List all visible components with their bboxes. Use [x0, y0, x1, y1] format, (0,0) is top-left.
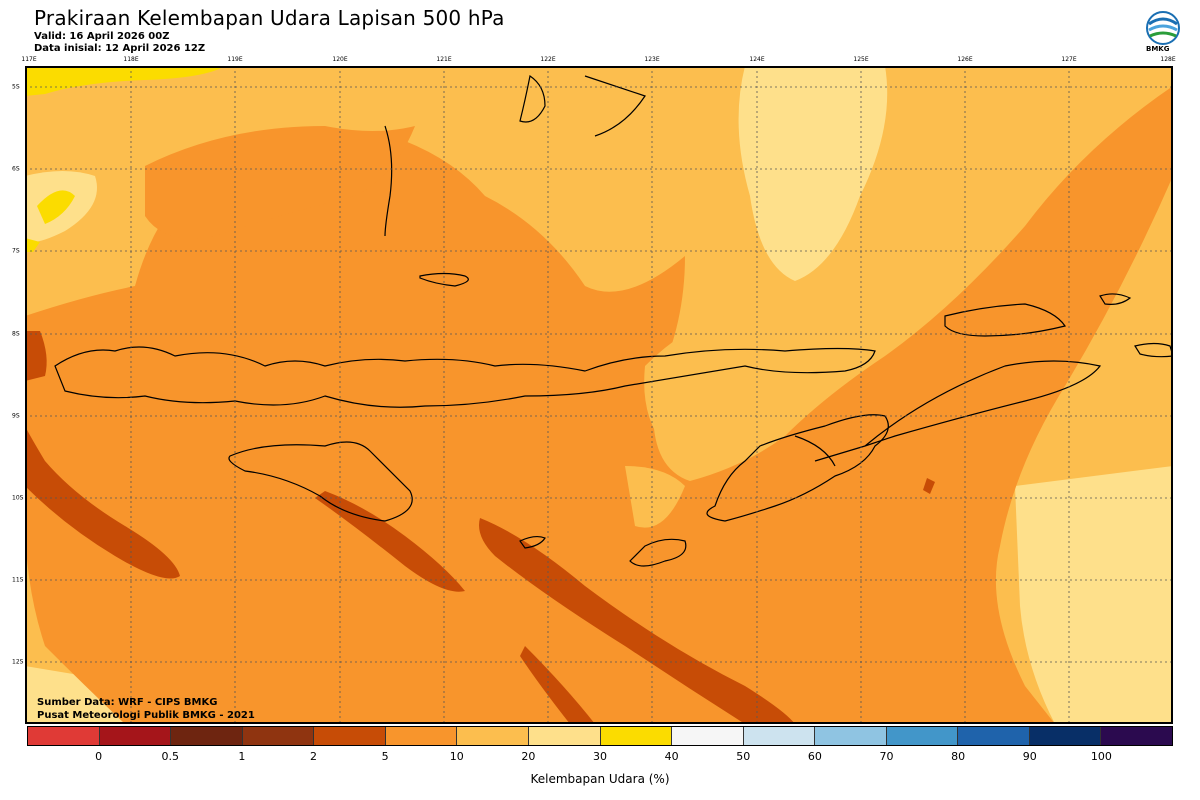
field-40-50-nw: [25, 66, 225, 96]
colorbar-tick-label: 100: [1090, 750, 1112, 763]
field-5-10-left-edge: [25, 331, 47, 381]
field-30-40-east: [738, 66, 888, 281]
colorbar-segment: [958, 727, 1030, 745]
map-frame: [25, 66, 1173, 724]
island-sumba: [228, 441, 413, 522]
colorbar-tick-label: 1: [238, 750, 246, 763]
colorbar-segment: [672, 727, 744, 745]
lon-label-127e: 127E: [1061, 56, 1077, 63]
colorbar-tick-label: 30: [593, 750, 607, 763]
lon-label-117e: 117E: [21, 56, 37, 63]
colorbar-segment: [528, 727, 601, 745]
lat-label-5s: 5S: [12, 83, 20, 91]
field-5-10-band-mid: [315, 491, 465, 592]
island-kisar-babar: [1099, 293, 1173, 358]
credit-source: Sumber Data: WRF - CIPS BMKG: [37, 697, 218, 708]
humidity-map[interactable]: [25, 66, 1173, 724]
lon-label-123e: 123E: [644, 56, 660, 63]
colorbar-tick-label: 50: [736, 750, 751, 763]
lat-label-7s: 7S: [12, 247, 20, 255]
colorbar-segment: [99, 727, 172, 745]
colorbar-segment: [600, 727, 673, 745]
lat-label-11s: 11S: [12, 576, 24, 584]
lat-label-8s: 8S: [12, 330, 20, 338]
colorbar-segment: [886, 727, 959, 745]
field-5-10-band-small: [520, 646, 595, 724]
colorbar-tick-label: 60: [807, 750, 822, 763]
colorbar-segment: [314, 727, 386, 745]
colorbar: [27, 726, 1173, 746]
island-timor: [706, 414, 889, 522]
island-sulawesi-south: [384, 125, 393, 237]
colorbar-segment: [1029, 727, 1102, 745]
credit-org: Pusat Meteorologi Publik BMKG - 2021: [37, 710, 255, 721]
coastlines: [54, 75, 1173, 567]
colorbar-tick-label: 5: [381, 750, 389, 763]
field-40-50-west: [37, 190, 75, 224]
lon-label-118e: 118E: [123, 56, 139, 63]
logo-label: BMKG: [1146, 45, 1170, 53]
colorbar-segment: [743, 727, 816, 745]
field-20-30-pocket2: [625, 466, 685, 528]
map-title: Prakiraan Kelembapan Udara Lapisan 500 h…: [34, 6, 505, 30]
lon-label-121e: 121E: [436, 56, 452, 63]
field-10-20-north: [145, 126, 415, 239]
colorbar-tick-label: 80: [951, 750, 966, 763]
colorbar-segment: [457, 727, 529, 745]
island-sawu: [519, 535, 546, 549]
lon-label-126e: 126E: [957, 56, 973, 63]
island-rote: [629, 538, 687, 567]
colorbar-segment: [171, 727, 243, 745]
lon-label-128e: 128E: [1160, 56, 1176, 63]
field-5-10-band-long: [479, 518, 795, 724]
island-flores-east: [584, 75, 646, 137]
island-timor-leste: [864, 360, 1102, 447]
colorbar-segment: [815, 727, 887, 745]
island-lombok-sumbawa: [54, 346, 876, 408]
colorbar-segment: [1101, 727, 1172, 745]
field-40-50-west2: [25, 238, 40, 252]
field-20-30-pocket: [644, 316, 735, 446]
colorbar-tick-label: 0.5: [161, 750, 180, 763]
lon-label-125e: 125E: [853, 56, 869, 63]
colorbar-segment: [242, 727, 315, 745]
island-selayar: [419, 272, 469, 287]
colorbar-label: Kelembapan Udara (%): [530, 772, 670, 786]
colorbar-segment: [28, 727, 100, 745]
colorbar-tick-label: 0: [95, 750, 103, 763]
colorbar-tick-label: 70: [879, 750, 894, 763]
field-5-10-dot: [923, 478, 935, 494]
bmkg-logo-icon: [1143, 10, 1183, 56]
lon-label-124e: 124E: [749, 56, 765, 63]
valid-time: Valid: 16 April 2026 00Z: [34, 31, 170, 42]
lat-label-9s: 9S: [12, 412, 20, 420]
island-tanahjampea: [519, 75, 546, 123]
lon-label-120e: 120E: [332, 56, 348, 63]
colorbar-tick-label: 2: [310, 750, 317, 763]
colorbar-tick-label: 20: [521, 750, 536, 763]
island-wetar: [944, 303, 1066, 337]
lat-label-6s: 6S: [12, 165, 20, 173]
lon-label-119e: 119E: [227, 56, 243, 63]
lat-label-10s: 10S: [12, 494, 24, 502]
lat-label-12s: 12S: [12, 658, 24, 666]
colorbar-tick-label: 10: [449, 750, 464, 763]
graticule: [25, 66, 1173, 724]
field-30-40-southeast: [1015, 466, 1173, 724]
initial-time: Data inisial: 12 April 2026 12Z: [34, 43, 206, 54]
field-5-10-band-west: [25, 426, 180, 579]
lon-label-122e: 122E: [540, 56, 556, 63]
colorbar-tick-label: 90: [1022, 750, 1037, 763]
colorbar-tick-label: 40: [664, 750, 679, 763]
colorbar-segment: [385, 727, 458, 745]
field-10-20-main: [25, 86, 1173, 724]
island-timor-border: [794, 435, 866, 467]
